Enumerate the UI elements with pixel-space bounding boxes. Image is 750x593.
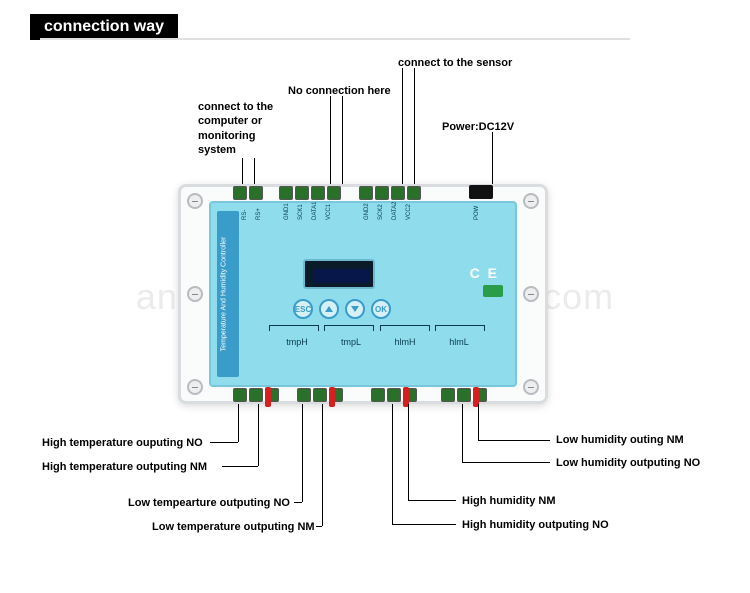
- pin-label: SCK1: [298, 204, 304, 220]
- label-power: Power:DC12V: [442, 120, 514, 134]
- label-ht-no: High temperature ouputing NO: [42, 436, 203, 450]
- pin-label: GND2: [364, 203, 370, 220]
- leader: [316, 526, 322, 527]
- leader: [238, 404, 239, 442]
- leader: [408, 404, 409, 500]
- pin-label: RS-: [242, 210, 248, 220]
- screw-icon: [523, 286, 539, 302]
- button-row: ESC OK: [293, 299, 391, 319]
- label-lh-nm: Low humidity outing NM: [556, 433, 684, 447]
- label-lh-no: Low humidity outputing NO: [556, 456, 700, 470]
- pin-label: VCC2: [406, 204, 412, 220]
- label-computer: connect to the computer or monitoring sy…: [198, 100, 273, 157]
- wire-icon: [265, 387, 271, 407]
- leader: [322, 404, 323, 526]
- label-no-conn: No connection here: [288, 84, 391, 98]
- pin-label: RS+: [256, 208, 262, 220]
- down-button[interactable]: [345, 299, 365, 319]
- label-ht-nm: High temperature outputing NM: [42, 460, 207, 474]
- terminal-block-bottom-1: [233, 388, 279, 402]
- terminal-block-bottom-2: [297, 388, 343, 402]
- leader: [478, 404, 479, 440]
- leader: [258, 404, 259, 466]
- screw-icon: [187, 193, 203, 209]
- ok-button[interactable]: OK: [371, 299, 391, 319]
- pin-label: SCK2: [378, 204, 384, 220]
- pin-label: POW: [474, 206, 480, 220]
- label-sensor: connect to the sensor: [398, 56, 512, 70]
- output-labels: tmpH tmpL hlmH hlmL: [273, 337, 483, 347]
- pin-label: DATA1: [312, 202, 318, 220]
- leader: [408, 500, 456, 501]
- leader: [492, 132, 493, 188]
- device-enclosure: Temperature And Humidity Controller RS- …: [178, 184, 548, 404]
- label-lt-nm: Low temperature outputing NM: [152, 520, 315, 534]
- out-label: hlmL: [435, 337, 483, 347]
- leader: [392, 524, 456, 525]
- pin-label: GND1: [284, 203, 290, 220]
- terminal-block-bottom-4: [441, 388, 487, 402]
- screw-icon: [187, 379, 203, 395]
- leader: [478, 440, 550, 441]
- esc-button[interactable]: ESC: [293, 299, 313, 319]
- out-label: hlmH: [381, 337, 429, 347]
- wire-icon: [329, 387, 335, 407]
- pin-label: DATA2: [392, 202, 398, 220]
- leader: [222, 466, 258, 467]
- leader: [294, 502, 302, 503]
- terminal-block-bottom-3: [371, 388, 417, 402]
- leader: [392, 404, 393, 524]
- out-label: tmpL: [327, 337, 375, 347]
- check-badge-icon: [483, 285, 503, 297]
- leader: [402, 68, 403, 188]
- label-hh-no: High humidity outputing NO: [462, 518, 609, 532]
- title-underline: [40, 38, 630, 40]
- power-jack: [469, 185, 493, 199]
- screw-icon: [187, 286, 203, 302]
- up-button[interactable]: [319, 299, 339, 319]
- out-label: tmpH: [273, 337, 321, 347]
- screw-icon: [523, 193, 539, 209]
- terminal-block-top-2: [279, 186, 341, 200]
- leader: [462, 404, 463, 462]
- title-bar: connection way: [30, 14, 178, 40]
- terminal-block-top-3: [359, 186, 421, 200]
- relay-marks: [269, 325, 485, 335]
- sidebar-title: Temperature And Humidity Controller: [220, 237, 227, 352]
- label-hh-nm: High humidity NM: [462, 494, 556, 508]
- leader: [302, 404, 303, 502]
- device-sidebar: Temperature And Humidity Controller: [217, 211, 239, 377]
- terminal-block-top-1: [233, 186, 263, 200]
- leader: [210, 442, 238, 443]
- screw-icon: [523, 379, 539, 395]
- leader: [330, 96, 331, 188]
- ce-mark: C E: [470, 265, 499, 281]
- pin-label: VCC1: [326, 204, 332, 220]
- device-faceplate: Temperature And Humidity Controller RS- …: [209, 201, 517, 387]
- leader: [342, 96, 343, 188]
- leader: [462, 462, 550, 463]
- label-lt-no: Low tempearture outputing NO: [128, 496, 290, 510]
- leader: [414, 68, 415, 188]
- lcd-display: [303, 259, 375, 289]
